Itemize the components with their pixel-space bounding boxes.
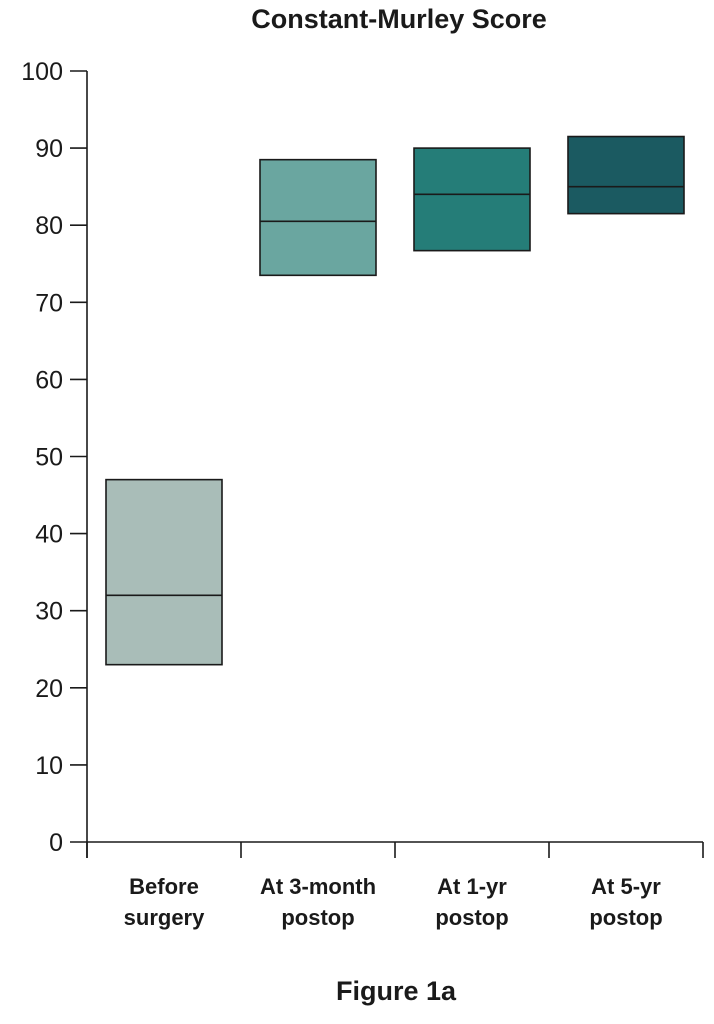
box-rect	[413, 147, 531, 252]
y-tick-label: 10	[35, 752, 63, 780]
box-3	[413, 147, 531, 252]
x-category-label-line: postop	[589, 905, 662, 930]
box-rect	[259, 158, 377, 277]
x-category-label-line: postop	[281, 905, 354, 930]
x-category-label-line: At 3-month	[260, 874, 376, 899]
box-2	[259, 158, 377, 277]
y-tick-label: 30	[35, 598, 63, 626]
figure-caption: Figure 1a	[336, 976, 457, 1006]
y-tick-label: 90	[35, 135, 63, 163]
chart-title: Constant-Murley Score	[251, 4, 547, 34]
y-tick-label: 40	[35, 521, 63, 549]
x-category-label: At 3-month postop	[260, 874, 376, 930]
box-rect	[567, 135, 685, 215]
y-axis: 0 10 20 30 40 50 60 70 80 90 100	[21, 58, 88, 858]
x-category-label: Before surgery	[124, 874, 205, 930]
box-1	[105, 478, 223, 666]
x-category-label: At 1-yr postop	[435, 874, 508, 930]
box-series	[105, 135, 685, 666]
y-tick-label: 50	[35, 444, 63, 472]
x-category-label-line: At 5-yr	[591, 874, 661, 899]
x-category-label: At 5-yr postop	[589, 874, 662, 930]
y-tick-label: 100	[21, 58, 63, 86]
x-category-label-line: At 1-yr	[437, 874, 507, 899]
box-rect	[105, 478, 223, 666]
y-tick-label: 60	[35, 366, 63, 394]
x-axis: Before surgery At 3-month postop At 1-yr post…	[86, 841, 704, 930]
x-category-label-line: Before	[129, 874, 199, 899]
box-4	[567, 135, 685, 215]
y-tick-label: 80	[35, 212, 63, 240]
y-tick-label: 0	[49, 829, 63, 857]
y-tick-label: 70	[35, 289, 63, 317]
x-category-label-line: postop	[435, 905, 508, 930]
x-category-label-line: surgery	[124, 905, 205, 930]
y-tick-label: 20	[35, 675, 63, 703]
